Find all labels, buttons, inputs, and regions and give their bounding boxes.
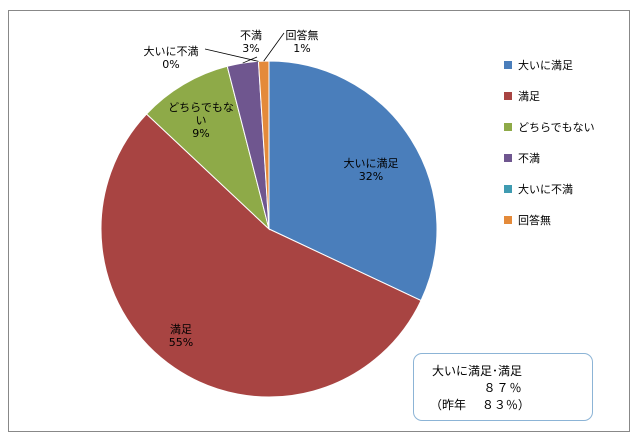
legend-item-4: 大いに不満 xyxy=(504,182,573,196)
legend-item-1: 満足 xyxy=(504,90,540,103)
slice-value-4: 0% xyxy=(162,58,179,71)
legend-swatch-3 xyxy=(504,154,512,162)
legend-item-0: 大いに満足 xyxy=(504,58,573,72)
chart-frame: 大いに満足 32% 満足 55% どちらでもない 9% 不満 3% 大いに不満 0% 回答無 1% 大… xyxy=(8,10,630,432)
legend-label-3: 不満 xyxy=(518,152,540,165)
summary-box: 大いに満足･満足 ８７％ （昨年 ８３％） xyxy=(413,353,593,421)
slice-value-2: 9% xyxy=(192,127,209,140)
leader-line-3 xyxy=(242,56,258,64)
pie-slice-1 xyxy=(100,113,422,398)
legend-item-2: どちらでもない xyxy=(504,121,595,134)
pie-slice-2 xyxy=(145,65,270,231)
pie-slice-0 xyxy=(268,60,438,302)
leader-lines xyxy=(204,32,285,64)
legend-label-1: 満足 xyxy=(518,90,540,103)
slice-name-1: 満足 xyxy=(170,323,192,336)
legend-label-0: 大いに満足 xyxy=(518,58,573,72)
slice-value-1: 55% xyxy=(169,336,193,349)
slice-name-0: 大いに満足 xyxy=(344,156,399,170)
pie-slice-5 xyxy=(257,60,270,230)
legend-label-5: 回答無 xyxy=(518,213,551,227)
pie-slices xyxy=(100,60,438,398)
slice-value-5: 1% xyxy=(293,42,310,55)
legend-swatch-5 xyxy=(504,216,512,224)
slice-name-2: どちらでもな xyxy=(168,101,234,114)
slice-name-4: 大いに不満 xyxy=(144,44,199,58)
legend-swatch-4 xyxy=(504,185,512,193)
legend-swatch-1 xyxy=(504,92,512,100)
leader-line-5 xyxy=(263,32,285,62)
slice-name-3: 不満 xyxy=(240,29,262,42)
slice-value-3: 3% xyxy=(242,42,259,55)
leader-line-4 xyxy=(204,48,259,62)
slice-value-0: 32% xyxy=(359,170,383,183)
summary-title: 大いに満足･満足 xyxy=(432,364,523,378)
legend-label-2: どちらでもない xyxy=(518,121,595,134)
summary-value: ８７％ xyxy=(483,381,523,395)
legend-swatch-2 xyxy=(504,123,512,131)
legend-swatch-0 xyxy=(504,61,512,69)
slice-name-2: い xyxy=(196,114,207,127)
slice-name-5: 回答無 xyxy=(286,28,319,42)
legend-item-5: 回答無 xyxy=(504,213,551,227)
legend-item-3: 不満 xyxy=(504,152,540,165)
slice-label-3: 不満3% xyxy=(240,29,262,55)
legend-label-4: 大いに不満 xyxy=(518,182,573,196)
summary-previous: （昨年 ８３％） xyxy=(430,398,530,412)
